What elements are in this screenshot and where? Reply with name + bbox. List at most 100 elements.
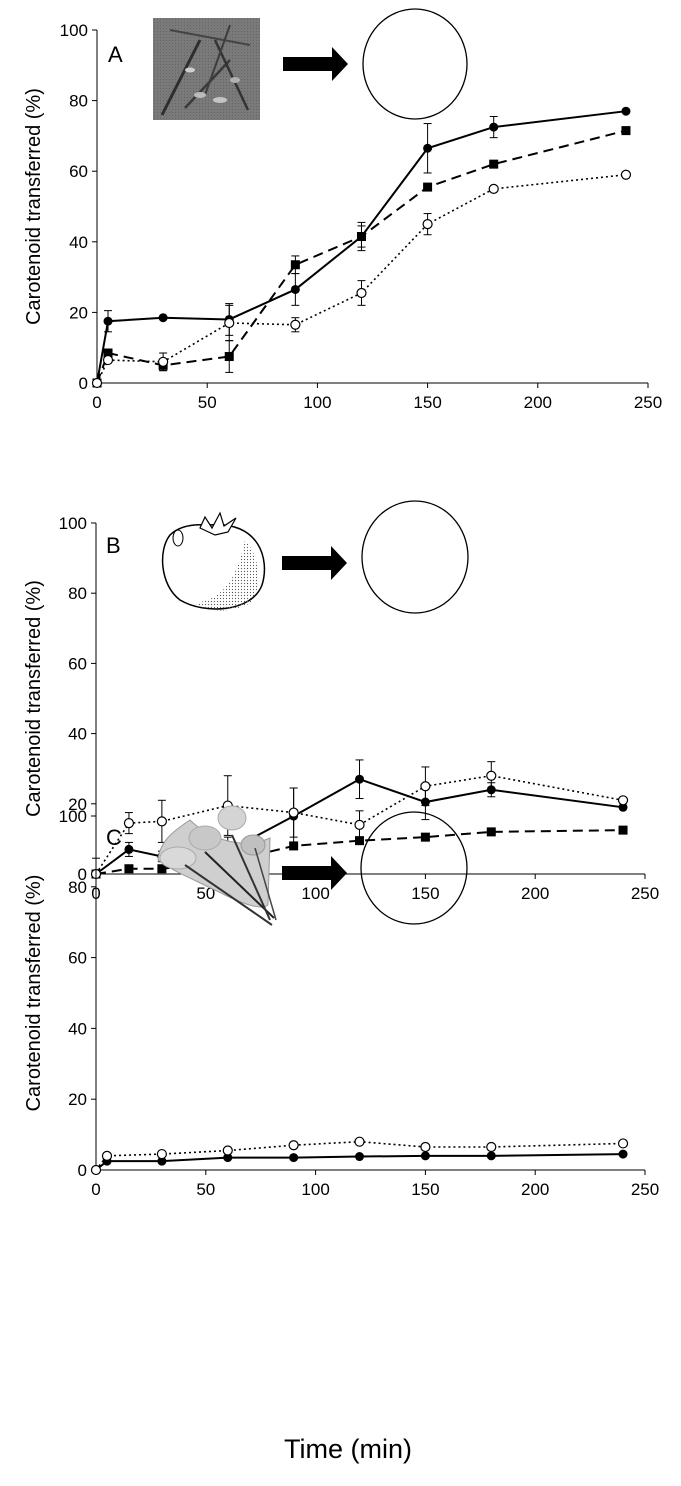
data-point-square [103, 348, 113, 358]
data-point-open-circle [90, 1164, 102, 1176]
micelle-circle [360, 811, 468, 925]
panel-label-b: B [106, 533, 121, 558]
y-tick-label: 80 [68, 584, 87, 603]
data-point-filled-circle [618, 1149, 628, 1159]
data-point-open-circle [486, 770, 497, 781]
data-point-filled-circle [223, 1153, 233, 1163]
data-point-filled-circle [289, 1153, 299, 1163]
y-tick-label: 80 [69, 92, 88, 111]
data-point-filled-circle [621, 106, 631, 116]
data-point-open-circle [486, 1141, 497, 1153]
y-tick-label: 60 [69, 162, 88, 181]
data-point-filled-circle [423, 143, 433, 153]
x-tick-label: 150 [413, 393, 441, 412]
chart-panel-c: C 0 20 40 60 80 100 0 50 100 150 200 250 Carotenoid … [23, 805, 659, 1199]
micelle-circle [361, 500, 469, 614]
y-tick-label: 80 [68, 878, 87, 897]
y-tick-label: 60 [68, 654, 87, 673]
arrow-right-icon [283, 47, 348, 81]
y-tick-label: 20 [68, 1090, 87, 1109]
x-tick-label: 100 [301, 884, 329, 903]
x-tick-label: 200 [521, 1180, 549, 1199]
data-point-filled-circle [420, 1151, 430, 1161]
series-line-dotted [95, 774, 624, 875]
data-point-filled-circle [124, 844, 134, 854]
x-tick-label: 100 [303, 393, 331, 412]
data-point-square [486, 827, 496, 837]
data-point-square [124, 864, 134, 874]
data-point-square [224, 352, 234, 362]
series-line-dotted [96, 173, 627, 384]
data-point-filled-circle [103, 316, 113, 326]
data-point-open-circle [222, 1145, 233, 1156]
tomato-icon [161, 511, 266, 611]
chart-panel-a: A 0 20 40 60 80 100 0 50 100 150 200 250 Carotenoid … [23, 8, 662, 412]
series-line-dashed [96, 129, 627, 384]
x-tick-label: 150 [411, 884, 439, 903]
data-point-open-circle [156, 1148, 167, 1160]
data-point-filled-circle [355, 1152, 365, 1162]
data-point-open-circle [617, 795, 629, 806]
arrow-right-icon [282, 856, 347, 890]
x-tick-label: 200 [521, 884, 549, 903]
data-point-open-circle [422, 219, 433, 230]
y-tick-label: 60 [68, 949, 87, 968]
y-axis-title: Carotenoid transferred (%) [23, 580, 45, 817]
data-point-filled-circle [486, 1151, 496, 1161]
data-point-open-circle [617, 1138, 629, 1149]
x-tick-label: 100 [301, 1180, 329, 1199]
data-point-open-circle [156, 816, 167, 827]
data-point-filled-circle [618, 802, 628, 812]
x-tick-label: 50 [198, 393, 217, 412]
data-point-square [420, 832, 430, 842]
microscope-image [153, 18, 260, 120]
data-point-square [290, 260, 300, 270]
data-point-square [355, 836, 365, 846]
y-tick-label: 0 [78, 1161, 87, 1180]
micelle-circle [362, 8, 468, 120]
data-point-open-circle [91, 377, 103, 389]
data-point-square [621, 126, 631, 136]
y-tick-label: 40 [69, 233, 88, 252]
y-tick-label: 100 [60, 21, 88, 40]
data-point-square [618, 825, 628, 835]
data-point-open-circle [158, 356, 169, 367]
data-point-open-circle [123, 818, 135, 829]
x-tick-label: 50 [196, 884, 215, 903]
y-tick-label: 40 [68, 1019, 87, 1038]
arrow-right-icon [282, 546, 347, 580]
data-point-open-circle [288, 1140, 299, 1151]
x-tick-label: 250 [631, 1180, 659, 1199]
y-tick-label: 20 [68, 795, 87, 814]
data-point-filled-circle [355, 774, 365, 784]
data-point-filled-circle [158, 313, 168, 323]
y-axis-title: Carotenoid transferred (%) [23, 875, 45, 1112]
y-tick-label: 100 [59, 514, 87, 533]
x-tick-label: 150 [411, 1180, 439, 1199]
x-tick-label: 250 [631, 884, 659, 903]
y-tick-label: 20 [69, 303, 88, 322]
data-point-filled-circle [290, 284, 300, 294]
data-point-filled-circle [157, 1156, 167, 1166]
y-axis-title: Carotenoid transferred (%) [23, 88, 45, 325]
series-line-dotted [95, 1140, 624, 1171]
panel-label-c: C [106, 825, 122, 850]
data-point-open-circle [488, 183, 499, 194]
y-tick-label: 0 [78, 865, 87, 884]
data-point-open-circle [224, 317, 235, 329]
x-tick-label: 50 [196, 1180, 215, 1199]
y-tick-label: 0 [79, 374, 88, 393]
data-point-square [289, 841, 299, 851]
data-point-square [157, 864, 167, 874]
data-point-open-circle [420, 781, 431, 792]
x-axis-title: Time (min) [284, 1434, 412, 1464]
data-point-open-circle [620, 169, 632, 180]
data-point-square [356, 232, 366, 242]
y-tick-label: 100 [59, 807, 87, 826]
data-point-square [489, 159, 499, 169]
data-point-open-circle [288, 807, 299, 818]
data-point-open-circle [101, 1150, 113, 1161]
x-tick-label: 250 [634, 393, 662, 412]
